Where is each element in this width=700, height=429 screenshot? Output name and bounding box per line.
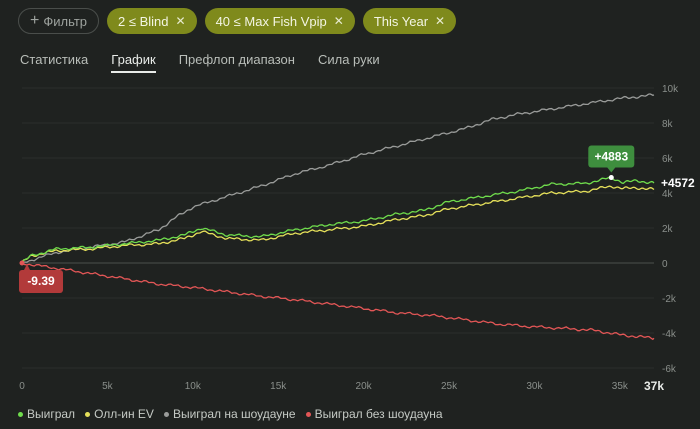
x-max-label: 37k (644, 379, 664, 393)
legend-label-won: Выиграл (27, 407, 76, 421)
peak-point-marker (608, 175, 614, 181)
x-tick-label: 35k (612, 381, 629, 392)
filter-chip-label: 2 ≤ Blind (118, 13, 169, 29)
filter-chip-label: 40 ≤ Max Fish Vpip (215, 13, 327, 29)
filter-bar: + Фильтр 2 ≤ Blind ✕ 40 ≤ Max Fish Vpip … (18, 8, 457, 34)
add-filter-button[interactable]: + Фильтр (18, 8, 100, 34)
legend-dot-allin-ev (85, 411, 91, 417)
y-tick-label: -6k (662, 364, 677, 375)
x-tick-label: 15k (270, 381, 287, 392)
profit-chart: 10k 8k 6k 4k 2k 0 -2k -4k -6k 0 5k 10k 15k 20k 25k 30k 3… (19, 84, 695, 393)
y-tick-label: -2k (662, 294, 677, 305)
y-tick-label: 4k (662, 189, 674, 200)
peak-value-label: +4883 (594, 150, 628, 164)
legend-dot-non-showdown (305, 411, 311, 417)
tab-preflop-range[interactable]: Префлоп диапазон (178, 52, 295, 67)
series-line-2 (21, 93, 655, 263)
x-tick-label: 20k (356, 381, 373, 392)
x-tick-label: 5k (102, 381, 114, 392)
x-tick-label: 30k (526, 381, 543, 392)
legend-dot-won (18, 411, 23, 417)
x-tick-label: 10k (185, 381, 202, 392)
close-icon[interactable]: ✕ (435, 14, 446, 28)
y-tick-label: -4k (662, 329, 677, 340)
tab-statistics[interactable]: Статистика (20, 52, 89, 67)
legend-item-won[interactable]: Выиграл (18, 407, 75, 421)
x-tick-label: 0 (19, 381, 25, 392)
y-tick-label: 2k (662, 224, 674, 235)
legend-label-allin-ev: Олл-ин EV (94, 407, 154, 421)
legend-label-non-showdown: Выиграл без шоудауна (314, 407, 443, 421)
filter-chip-blind[interactable]: 2 ≤ Blind ✕ (107, 8, 197, 34)
y-tick-label: 10k (662, 84, 679, 95)
add-filter-label: Фильтр (43, 13, 88, 29)
start-value-badge-pointer (24, 264, 30, 270)
filter-chip-this-year[interactable]: This Year ✕ (362, 8, 457, 34)
close-icon[interactable]: ✕ (333, 14, 344, 28)
end-value-label: +4572 (661, 176, 695, 190)
y-tick-label: 8k (662, 119, 674, 130)
chart-legend: Выиграл Олл-ин EV Выиграл на шоудауне Вы… (18, 407, 443, 421)
tab-bar: Статистика График Префлоп диапазон Сила … (20, 52, 380, 73)
peak-value-badge (588, 145, 635, 168)
close-icon[interactable]: ✕ (175, 14, 186, 28)
filter-chip-fish-vpip[interactable]: 40 ≤ Max Fish Vpip ✕ (204, 8, 355, 34)
legend-item-non-showdown[interactable]: Выиграл без шоудауна (305, 407, 443, 421)
start-value-label: -9.39 (27, 274, 55, 288)
y-tick-label: 6k (662, 154, 674, 165)
plus-icon: + (30, 12, 40, 29)
legend-item-showdown[interactable]: Выиграл на шоудауне (163, 407, 296, 421)
y-tick-label: 0 (662, 259, 668, 270)
start-value-badge (19, 270, 63, 293)
series-line-3 (21, 261, 655, 341)
start-point-marker (19, 260, 25, 266)
filter-chip-label: This Year (373, 13, 429, 29)
tab-graph[interactable]: График (111, 52, 156, 73)
series-line-0 (21, 176, 655, 264)
x-tick-label: 25k (441, 381, 458, 392)
legend-dot-showdown (163, 411, 169, 417)
tab-hand-strength[interactable]: Сила руки (317, 52, 380, 67)
legend-label-showdown: Выиграл на шоудауне (172, 407, 296, 421)
series-line-1 (21, 185, 655, 263)
legend-item-allin-ev[interactable]: Олл-ин EV (85, 407, 154, 421)
peak-value-badge-pointer (607, 167, 616, 173)
